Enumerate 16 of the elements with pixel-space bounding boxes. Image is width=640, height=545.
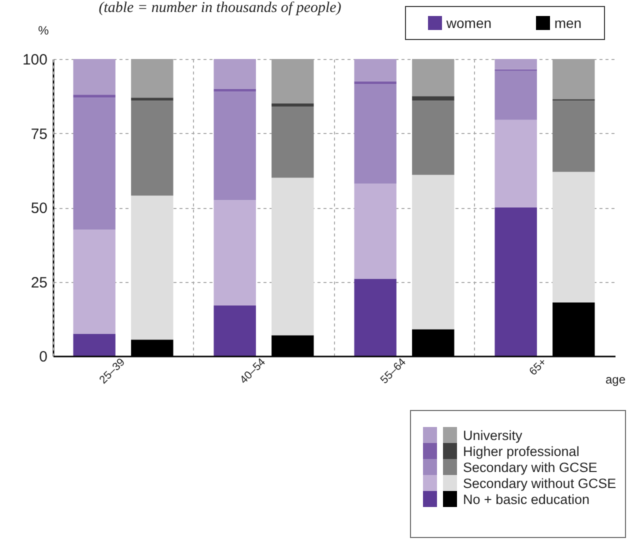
- x-axis-title: age: [606, 372, 626, 386]
- y-tick-label: 25: [30, 274, 48, 292]
- legend-label: Higher professional: [463, 444, 580, 458]
- legend-label: Secondary without GCSE: [463, 476, 616, 490]
- y-tick-label: 0: [39, 348, 48, 366]
- text: men: [554, 15, 582, 31]
- x-tick-label: 65+: [527, 356, 549, 378]
- chart-subtitle: (table = number in thousands of people): [98, 0, 342, 17]
- y-axis-title: %: [38, 24, 50, 38]
- legend-label: Secondary with GCSE: [463, 460, 598, 474]
- legend-label: University: [463, 428, 522, 442]
- y-tick-label: 100: [22, 52, 48, 68]
- y-tick-label: 75: [30, 126, 48, 143]
- text: women: [446, 15, 492, 31]
- legend-label: No + basic education: [463, 492, 590, 506]
- y-tick-label: 50: [30, 200, 48, 217]
